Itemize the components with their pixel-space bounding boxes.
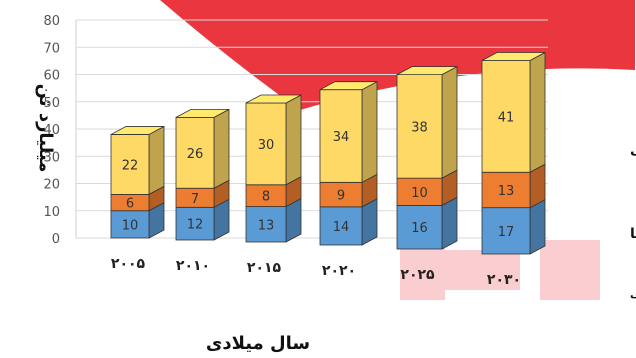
- bar-segment: [319, 181, 363, 208]
- x-tick-label: ۲۰۰۵: [111, 256, 146, 272]
- legend: سوخت های فسیلی فلزها مواد معدنی: [630, 142, 636, 300]
- bar-top: [175, 108, 230, 118]
- legend-entry: سوخت های فسیلی: [630, 287, 636, 300]
- bar-group: 16 10 38: [396, 65, 458, 250]
- bar-top: [245, 94, 302, 104]
- bar-side: [529, 199, 546, 255]
- data-label: 13: [498, 184, 515, 199]
- bar-segment: [175, 206, 215, 241]
- x-axis-ticks: ۲۰۰۵ ۲۰۱۰ ۲۰۱۵ ۲۰۲۰ ۲۰۲۵ ۲۰۳۰: [111, 256, 521, 288]
- data-label: 6: [126, 197, 134, 212]
- legend-entry: فلزها: [630, 226, 636, 242]
- y-tick-label: 30: [43, 150, 60, 165]
- data-label: 17: [498, 225, 515, 240]
- bar-group: 17 13 41: [481, 51, 546, 255]
- bar-group: 13 8 30: [245, 94, 302, 243]
- bar-top: [481, 52, 546, 61]
- x-axis-label: سال میلادی: [206, 333, 310, 354]
- bar-top: [396, 66, 458, 75]
- y-tick-label: 10: [43, 205, 60, 220]
- bar-side: [148, 125, 165, 196]
- data-label: 30: [258, 138, 275, 153]
- bar-side: [529, 51, 546, 173]
- x-tick-label: ۲۰۱۵: [247, 260, 282, 276]
- bar-segment: [110, 134, 150, 195]
- bar-segment: [319, 206, 363, 246]
- chart-grid: [75, 19, 548, 239]
- data-label: 12: [187, 218, 204, 233]
- data-label: 34: [333, 130, 350, 145]
- bar-segment: [396, 74, 443, 179]
- y-tick-label: 0: [52, 232, 60, 247]
- data-label: 22: [122, 158, 139, 173]
- data-label: 38: [411, 120, 428, 135]
- bar-side: [441, 196, 458, 250]
- bar-segment: [319, 89, 363, 183]
- watermark-letter: [540, 240, 600, 300]
- y-tick-label: 20: [43, 178, 60, 193]
- y-tick-label: 40: [43, 123, 60, 138]
- x-tick-label: ۲۰۳۰: [487, 272, 521, 288]
- bar-segment: [245, 206, 287, 243]
- bar-segment: [245, 102, 287, 186]
- data-label: 10: [411, 186, 428, 201]
- y-tick-label: 80: [43, 14, 60, 29]
- y-axis-label: میلیارد تن: [35, 84, 56, 173]
- bar-group: 10 6 22: [110, 125, 165, 239]
- bar-side: [361, 81, 378, 183]
- bar-segment: [481, 171, 531, 209]
- watermark-band: [160, 0, 635, 110]
- y-tick-label: 60: [43, 69, 60, 84]
- data-label: 13: [258, 218, 275, 233]
- bar-group: 12 7 26: [175, 108, 230, 241]
- data-label: 9: [337, 189, 345, 204]
- data-label: 8: [262, 190, 270, 205]
- x-tick-label: ۲۰۲۵: [400, 267, 435, 283]
- data-label: 26: [187, 147, 204, 162]
- bar-side: [213, 108, 230, 189]
- data-label: 41: [498, 110, 515, 125]
- bar-side: [441, 65, 458, 179]
- bar-side: [285, 94, 302, 186]
- bar-segment: [396, 204, 443, 250]
- data-label: 7: [191, 192, 199, 207]
- bar-group: 14 9 34: [319, 81, 378, 246]
- bar-segment: [110, 210, 150, 239]
- data-label: 16: [411, 221, 428, 236]
- bar-segment: [175, 116, 215, 189]
- bar-top: [110, 126, 165, 135]
- data-label: 14: [333, 220, 350, 235]
- legend-entry: مواد معدنی: [630, 142, 636, 158]
- bar-top: [319, 81, 378, 91]
- y-tick-label: 50: [43, 96, 60, 111]
- y-tick-label: 70: [43, 41, 60, 56]
- x-tick-label: ۲۰۲۰: [322, 263, 356, 279]
- bars: 10 6 22 12 7 26 13 8 30 14 9 34 16 10 38 17 13 41: [110, 51, 546, 255]
- y-axis-ticks: 0 10 20 30 40 50 60 70 80: [43, 14, 60, 247]
- x-tick-label: ۲۰۱۰: [176, 258, 210, 274]
- data-label: 10: [122, 218, 139, 233]
